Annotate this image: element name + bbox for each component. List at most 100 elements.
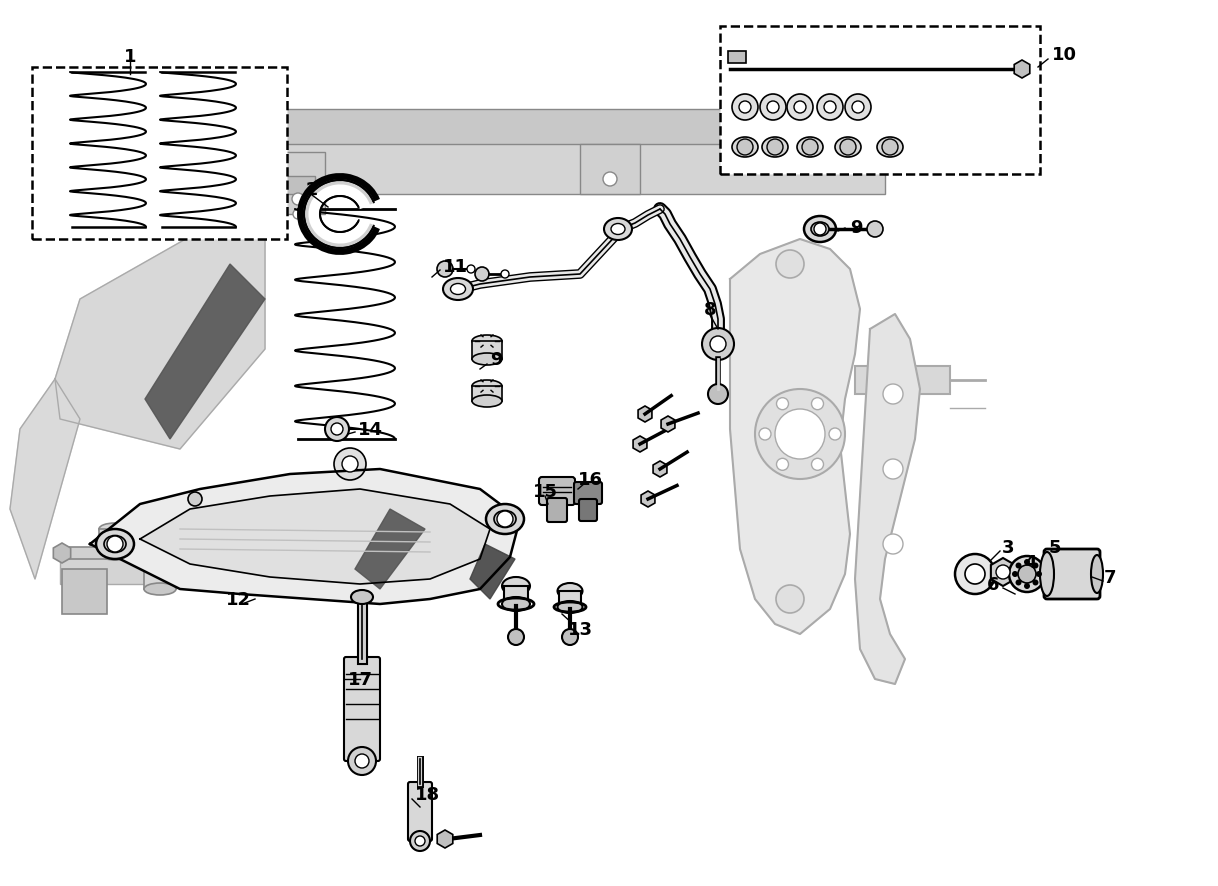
Circle shape bbox=[1009, 556, 1045, 593]
Bar bbox=[559, 591, 581, 607]
Text: 15: 15 bbox=[532, 483, 558, 501]
Ellipse shape bbox=[811, 222, 829, 237]
Text: 10: 10 bbox=[1052, 46, 1077, 64]
Circle shape bbox=[883, 385, 903, 405]
Ellipse shape bbox=[732, 138, 758, 158]
Text: 3: 3 bbox=[1001, 539, 1015, 556]
Ellipse shape bbox=[473, 395, 502, 408]
Circle shape bbox=[1037, 571, 1043, 578]
Ellipse shape bbox=[1091, 556, 1104, 594]
Circle shape bbox=[475, 268, 488, 282]
Circle shape bbox=[755, 390, 845, 479]
Polygon shape bbox=[145, 265, 266, 439]
Ellipse shape bbox=[96, 530, 134, 559]
Circle shape bbox=[325, 417, 350, 441]
Ellipse shape bbox=[443, 279, 473, 300]
Circle shape bbox=[882, 140, 898, 156]
Text: 16: 16 bbox=[577, 470, 603, 488]
FancyBboxPatch shape bbox=[579, 500, 597, 522]
Ellipse shape bbox=[473, 336, 502, 347]
Circle shape bbox=[776, 586, 804, 613]
Circle shape bbox=[814, 224, 826, 236]
Circle shape bbox=[508, 629, 524, 645]
Polygon shape bbox=[470, 544, 515, 599]
Polygon shape bbox=[855, 315, 920, 684]
Ellipse shape bbox=[351, 590, 373, 604]
Ellipse shape bbox=[99, 548, 132, 560]
Ellipse shape bbox=[797, 138, 823, 158]
Circle shape bbox=[294, 210, 303, 220]
FancyBboxPatch shape bbox=[574, 483, 602, 504]
Text: 9: 9 bbox=[490, 351, 503, 369]
FancyBboxPatch shape bbox=[540, 478, 575, 505]
Text: 5: 5 bbox=[1049, 539, 1061, 556]
Circle shape bbox=[331, 424, 343, 436]
FancyBboxPatch shape bbox=[266, 136, 885, 195]
Circle shape bbox=[840, 140, 856, 156]
Ellipse shape bbox=[144, 558, 175, 571]
Text: 14: 14 bbox=[358, 421, 382, 439]
Polygon shape bbox=[304, 181, 374, 249]
Circle shape bbox=[603, 173, 618, 187]
Ellipse shape bbox=[451, 284, 465, 295]
Circle shape bbox=[1012, 571, 1018, 578]
Bar bbox=[473, 386, 502, 401]
Circle shape bbox=[1033, 563, 1039, 569]
Circle shape bbox=[1018, 565, 1037, 583]
Text: 13: 13 bbox=[568, 620, 592, 638]
Text: 6: 6 bbox=[987, 575, 999, 594]
Text: 17: 17 bbox=[348, 670, 373, 688]
Circle shape bbox=[883, 460, 903, 479]
Bar bbox=[720, 27, 1040, 175]
Ellipse shape bbox=[144, 583, 175, 595]
Ellipse shape bbox=[502, 597, 530, 611]
Text: 4: 4 bbox=[1024, 554, 1037, 571]
Text: 11: 11 bbox=[443, 258, 468, 276]
Circle shape bbox=[292, 194, 304, 206]
FancyBboxPatch shape bbox=[408, 782, 432, 841]
Text: 7: 7 bbox=[1104, 568, 1116, 587]
Circle shape bbox=[354, 754, 369, 768]
Circle shape bbox=[1033, 579, 1039, 586]
Polygon shape bbox=[354, 509, 425, 589]
Circle shape bbox=[811, 398, 823, 410]
Circle shape bbox=[737, 140, 753, 156]
Bar bbox=[728, 52, 745, 64]
Circle shape bbox=[787, 95, 812, 120]
Text: 18: 18 bbox=[415, 785, 440, 803]
Circle shape bbox=[829, 429, 840, 440]
Bar bbox=[580, 144, 639, 195]
Ellipse shape bbox=[762, 138, 788, 158]
Circle shape bbox=[342, 456, 358, 472]
Circle shape bbox=[497, 511, 513, 527]
Bar bbox=[270, 152, 325, 214]
Ellipse shape bbox=[611, 224, 625, 236]
Text: 2: 2 bbox=[306, 181, 318, 198]
Circle shape bbox=[767, 140, 783, 156]
Circle shape bbox=[708, 385, 728, 405]
Circle shape bbox=[466, 266, 475, 274]
Circle shape bbox=[825, 102, 836, 114]
Bar bbox=[855, 367, 950, 394]
Circle shape bbox=[776, 251, 804, 279]
Bar bbox=[275, 177, 315, 195]
Text: 9: 9 bbox=[850, 219, 862, 237]
Ellipse shape bbox=[99, 524, 132, 535]
Ellipse shape bbox=[495, 511, 516, 528]
Ellipse shape bbox=[104, 536, 125, 553]
Bar bbox=[62, 570, 107, 614]
FancyBboxPatch shape bbox=[266, 110, 885, 144]
FancyBboxPatch shape bbox=[1044, 549, 1100, 599]
Circle shape bbox=[817, 95, 843, 120]
Circle shape bbox=[561, 629, 579, 645]
Circle shape bbox=[410, 831, 430, 851]
Polygon shape bbox=[55, 195, 266, 449]
Circle shape bbox=[732, 95, 758, 120]
Circle shape bbox=[811, 459, 823, 470]
Bar bbox=[60, 556, 230, 585]
Circle shape bbox=[777, 459, 788, 470]
Circle shape bbox=[883, 534, 903, 555]
Circle shape bbox=[1024, 583, 1030, 589]
Circle shape bbox=[415, 836, 425, 846]
Bar bbox=[144, 564, 175, 589]
